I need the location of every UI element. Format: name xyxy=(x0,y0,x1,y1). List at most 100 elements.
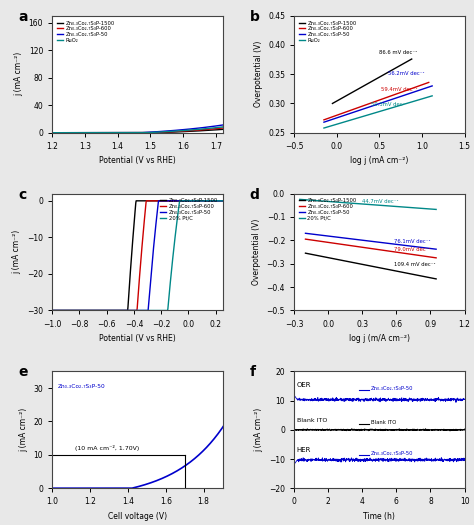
RuO₂ xyxy=(429,93,435,99)
Line: 20% Pt/C: 20% Pt/C xyxy=(300,200,436,209)
Legend: Zn₀.₃Co₂.₇S₃P-1500, Zn₀.₃Co₂.₇S₃P-600, Zn₀.₃Co₂.₇S₃P-50, RuO₂: Zn₀.₃Co₂.₇S₃P-1500, Zn₀.₃Co₂.₇S₃P-600, Z… xyxy=(297,18,359,45)
Zn₀.₃Co₂.₇S₃P-600 xyxy=(49,307,55,313)
Zn₀.₃Co₂.₇S₃P-600 xyxy=(216,125,221,132)
Zn₀.₃Co₂.₇S₃P-600 xyxy=(189,128,195,134)
Text: HER: HER xyxy=(297,447,311,453)
Zn₀.₃Co₂.₇S₃P-1500 xyxy=(130,130,136,136)
Line: Zn₀.₃Co₂.₇S₃P-50: Zn₀.₃Co₂.₇S₃P-50 xyxy=(52,125,223,133)
20% Pt/C xyxy=(220,198,226,204)
20% Pt/C xyxy=(151,307,156,313)
Zn₀.₃Co₂.₇S₃P-50 xyxy=(189,198,195,204)
Y-axis label: Overpotential (V): Overpotential (V) xyxy=(254,41,263,108)
Text: Blank ITO: Blank ITO xyxy=(371,420,396,425)
Text: 56.2mV dec⁻¹: 56.2mV dec⁻¹ xyxy=(388,71,424,77)
Zn₀.₃Co₂.₇S₃P-600 xyxy=(189,198,195,204)
Zn₀.₃Co₂.₇S₃P-50 xyxy=(216,122,221,129)
Y-axis label: j (mA cm⁻²): j (mA cm⁻²) xyxy=(12,230,21,274)
X-axis label: log j (mA cm⁻²): log j (mA cm⁻²) xyxy=(350,156,409,165)
20% Pt/C xyxy=(216,198,222,204)
Line: Zn₀.₃Co₂.₇S₃P-1500: Zn₀.₃Co₂.₇S₃P-1500 xyxy=(52,201,223,310)
Zn₀.₃Co₂.₇S₃P-50 xyxy=(130,130,136,136)
X-axis label: Potential (V vs RHE): Potential (V vs RHE) xyxy=(99,156,176,165)
Zn₀.₃Co₂.₇S₃P-50 xyxy=(433,246,439,253)
Line: RuO₂: RuO₂ xyxy=(52,127,223,133)
Zn₀.₃Co₂.₇S₃P-600 xyxy=(426,79,432,86)
Zn₀.₃Co₂.₇S₃P-1500 xyxy=(151,130,156,136)
Zn₀.₃Co₂.₇S₃P-600 xyxy=(131,307,137,313)
Zn₀.₃Co₂.₇S₃P-1500 xyxy=(189,128,195,134)
Legend: Zn₀.₃Co₂.₇S₃P-1500, Zn₀.₃Co₂.₇S₃P-600, Zn₀.₃Co₂.₇S₃P-50, RuO₂: Zn₀.₃Co₂.₇S₃P-1500, Zn₀.₃Co₂.₇S₃P-600, Z… xyxy=(55,18,117,45)
Zn₀.₃Co₂.₇S₃P-50 xyxy=(321,119,327,125)
Y-axis label: j (mA cm⁻²): j (mA cm⁻²) xyxy=(255,407,264,452)
Legend: Zn₀.₃Co₂.₇S₃P-1500, Zn₀.₃Co₂.₇S₃P-600, Zn₀.₃Co₂.₇S₃P-50, 20% Pt/C: Zn₀.₃Co₂.₇S₃P-1500, Zn₀.₃Co₂.₇S₃P-600, Z… xyxy=(158,196,220,223)
Zn₀.₃Co₂.₇S₃P-50 xyxy=(302,230,308,236)
Zn₀.₃Co₂.₇S₃P-1500 xyxy=(433,276,439,282)
Text: Zn₀.₃Co₂.₇S₃P-50: Zn₀.₃Co₂.₇S₃P-50 xyxy=(58,384,106,389)
Line: Zn₀.₃Co₂.₇S₃P-50: Zn₀.₃Co₂.₇S₃P-50 xyxy=(324,86,432,122)
Text: a: a xyxy=(18,10,27,24)
20% Pt/C xyxy=(142,307,147,313)
Text: Zn₀.₃Co₂.₇S₃P-50: Zn₀.₃Co₂.₇S₃P-50 xyxy=(371,386,413,391)
RuO₂ xyxy=(321,125,327,131)
Text: 59.4mV dec⁻¹: 59.4mV dec⁻¹ xyxy=(381,87,418,91)
Text: Zn₀.₃Co₂.₇S₃P-50: Zn₀.₃Co₂.₇S₃P-50 xyxy=(371,450,413,456)
RuO₂ xyxy=(49,130,55,136)
Zn₀.₃Co₂.₇S₃P-50 xyxy=(49,130,55,136)
Text: 76.1mV dec⁻¹: 76.1mV dec⁻¹ xyxy=(394,239,430,244)
Zn₀.₃Co₂.₇S₃P-50 xyxy=(220,122,226,128)
Text: 86.6 mV dec⁻¹: 86.6 mV dec⁻¹ xyxy=(379,50,418,55)
Text: 79.0mV dec⁻¹: 79.0mV dec⁻¹ xyxy=(394,247,430,252)
Text: b: b xyxy=(250,10,260,24)
Legend: Zn₀.₃Co₂.₇S₃P-1500, Zn₀.₃Co₂.₇S₃P-600, Zn₀.₃Co₂.₇S₃P-50, 20% Pt/C: Zn₀.₃Co₂.₇S₃P-1500, Zn₀.₃Co₂.₇S₃P-600, Z… xyxy=(297,196,359,223)
Text: 50.3mV dec⁻¹: 50.3mV dec⁻¹ xyxy=(371,102,407,108)
RuO₂ xyxy=(151,129,156,135)
RuO₂ xyxy=(216,124,221,131)
Text: c: c xyxy=(18,187,27,202)
RuO₂ xyxy=(220,124,226,130)
Zn₀.₃Co₂.₇S₃P-600 xyxy=(220,125,226,131)
Text: Blank ITO: Blank ITO xyxy=(297,418,327,424)
Line: Zn₀.₃Co₂.₇S₃P-50: Zn₀.₃Co₂.₇S₃P-50 xyxy=(305,233,436,249)
20% Pt/C xyxy=(49,307,55,313)
Zn₀.₃Co₂.₇S₃P-1500 xyxy=(409,56,415,62)
Zn₀.₃Co₂.₇S₃P-600 xyxy=(220,198,226,204)
X-axis label: Time (h): Time (h) xyxy=(364,512,395,521)
Zn₀.₃Co₂.₇S₃P-600 xyxy=(321,117,327,123)
Zn₀.₃Co₂.₇S₃P-1500 xyxy=(189,198,195,204)
Line: RuO₂: RuO₂ xyxy=(324,96,432,128)
Zn₀.₃Co₂.₇S₃P-50 xyxy=(49,307,55,313)
Line: Zn₀.₃Co₂.₇S₃P-600: Zn₀.₃Co₂.₇S₃P-600 xyxy=(52,201,223,310)
Zn₀.₃Co₂.₇S₃P-600 xyxy=(144,198,149,204)
Zn₀.₃Co₂.₇S₃P-1500 xyxy=(220,126,226,132)
Y-axis label: j (mA cm⁻²): j (mA cm⁻²) xyxy=(14,52,23,97)
20% Pt/C xyxy=(177,198,182,204)
Text: e: e xyxy=(18,365,27,380)
Zn₀.₃Co₂.₇S₃P-600 xyxy=(130,130,136,136)
Zn₀.₃Co₂.₇S₃P-1500 xyxy=(131,130,137,136)
Zn₀.₃Co₂.₇S₃P-600 xyxy=(142,217,147,223)
Text: OER: OER xyxy=(297,382,311,388)
Zn₀.₃Co₂.₇S₃P-50 xyxy=(189,125,195,132)
Zn₀.₃Co₂.₇S₃P-600 xyxy=(130,307,136,313)
Zn₀.₃Co₂.₇S₃P-1500 xyxy=(49,307,55,313)
Zn₀.₃Co₂.₇S₃P-50 xyxy=(151,245,156,251)
X-axis label: log j (m/A cm⁻²): log j (m/A cm⁻²) xyxy=(349,334,410,343)
Zn₀.₃Co₂.₇S₃P-1500 xyxy=(130,233,136,239)
Zn₀.₃Co₂.₇S₃P-50 xyxy=(429,83,435,89)
X-axis label: Cell voltage (V): Cell voltage (V) xyxy=(108,512,167,521)
Zn₀.₃Co₂.₇S₃P-600 xyxy=(151,198,157,204)
Line: Zn₀.₃Co₂.₇S₃P-600: Zn₀.₃Co₂.₇S₃P-600 xyxy=(52,128,223,133)
Zn₀.₃Co₂.₇S₃P-1500 xyxy=(216,198,222,204)
Zn₀.₃Co₂.₇S₃P-50 xyxy=(216,198,222,204)
20% Pt/C xyxy=(433,206,439,213)
Zn₀.₃Co₂.₇S₃P-50 xyxy=(151,129,156,135)
Line: Zn₀.₃Co₂.₇S₃P-1500: Zn₀.₃Co₂.₇S₃P-1500 xyxy=(332,59,412,103)
Y-axis label: j (mA cm⁻²): j (mA cm⁻²) xyxy=(19,407,28,452)
Zn₀.₃Co₂.₇S₃P-50 xyxy=(131,130,137,136)
RuO₂ xyxy=(131,130,137,136)
X-axis label: Potential (V vs RHE): Potential (V vs RHE) xyxy=(99,334,176,343)
Zn₀.₃Co₂.₇S₃P-600 xyxy=(142,130,147,136)
Zn₀.₃Co₂.₇S₃P-1500 xyxy=(302,250,308,256)
Line: Zn₀.₃Co₂.₇S₃P-1500: Zn₀.₃Co₂.₇S₃P-1500 xyxy=(52,129,223,133)
20% Pt/C xyxy=(131,307,137,313)
